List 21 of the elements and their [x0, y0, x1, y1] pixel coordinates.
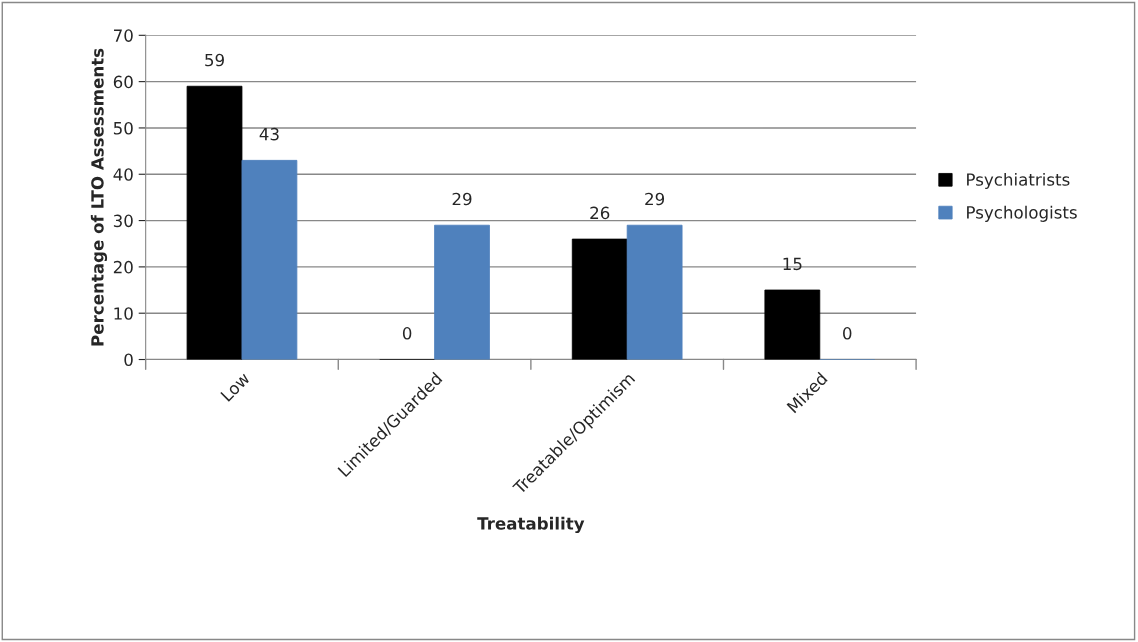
data-label: 29 — [452, 192, 472, 206]
y-tick-label: 30 — [113, 214, 133, 228]
data-label: 26 — [590, 206, 610, 220]
x-tick-label: Low — [220, 371, 251, 402]
data-label: 59 — [205, 53, 224, 67]
legend-label: Psychiatrists — [967, 172, 1070, 190]
y-tick-label: 50 — [113, 121, 133, 135]
y-tick-label: 70 — [114, 29, 133, 42]
y-axis-title: Percentage of LTO Assessments — [90, 48, 108, 346]
y-tick-label: 20 — [113, 260, 133, 274]
y-tick-label: 0 — [124, 353, 133, 367]
y-tick-label: 60 — [113, 75, 133, 89]
y-tick-label: 40 — [113, 168, 133, 181]
data-label: 0 — [402, 327, 412, 340]
legend-label: Psychologists — [967, 205, 1077, 222]
data-label: 43 — [259, 127, 279, 141]
data-label: 29 — [645, 192, 665, 206]
data-label: 15 — [783, 257, 802, 271]
y-tick-label: 10 — [114, 307, 133, 320]
data-label: 0 — [843, 327, 852, 340]
x-axis-title: Treatability — [477, 516, 585, 534]
